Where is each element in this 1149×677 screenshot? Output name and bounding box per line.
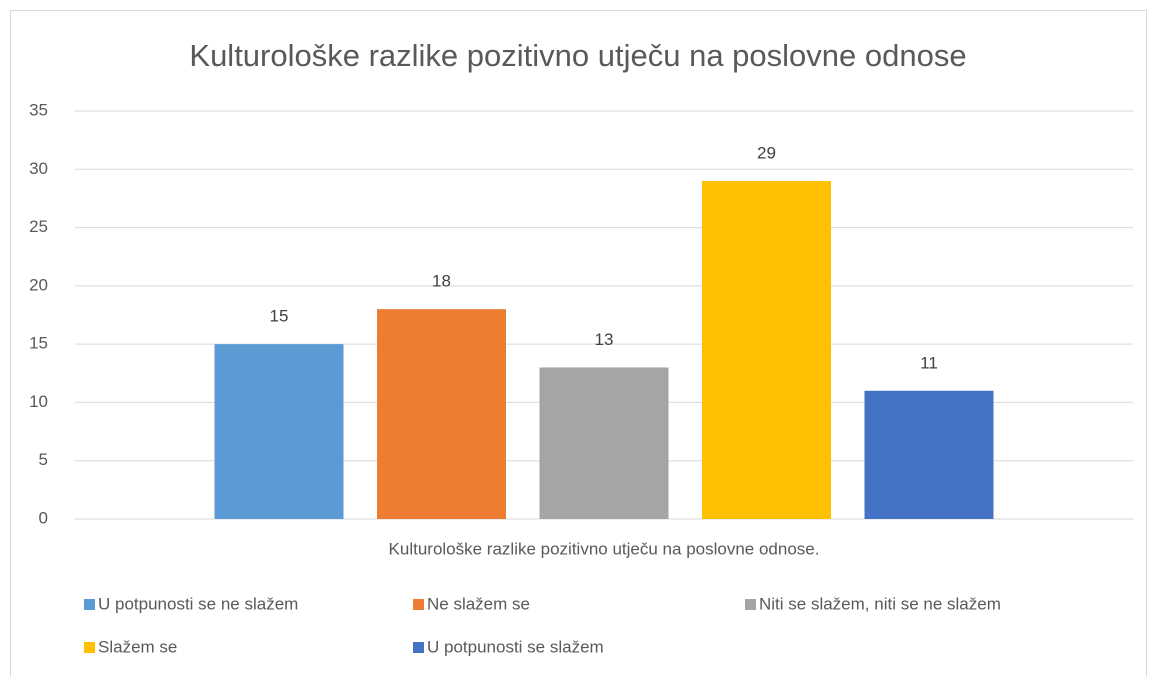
data-label: 18: [432, 272, 451, 291]
data-label: 29: [757, 143, 776, 162]
data-label: 13: [595, 330, 614, 349]
y-tick-label: 0: [39, 508, 48, 527]
legend-label: U potpunosti se ne slažem: [98, 594, 298, 613]
bar: [864, 390, 994, 519]
y-tick-label: 20: [29, 275, 48, 294]
legend-swatch: [413, 642, 424, 653]
legend-label: Slažem se: [98, 637, 177, 656]
y-tick-label: 25: [29, 217, 48, 236]
y-tick-label: 30: [29, 159, 48, 178]
bar: [539, 367, 669, 519]
data-label: 15: [270, 307, 289, 326]
y-tick-label: 35: [29, 100, 48, 119]
data-label: 11: [920, 353, 938, 372]
y-tick-label: 15: [29, 334, 48, 353]
legend-label: Ne slažem se: [427, 594, 530, 613]
bar: [702, 180, 831, 519]
legend-label: U potpunosti se slažem: [427, 637, 604, 656]
legend-swatch: [413, 599, 424, 610]
y-tick-label: 5: [39, 450, 48, 469]
bar: [214, 344, 344, 519]
legend-swatch: [84, 642, 95, 653]
x-tick-label: Kulturološke razlike pozitivno utječu na…: [389, 539, 820, 558]
y-tick-label: 10: [29, 392, 48, 411]
legend-label: Niti se slažem, niti se ne slažem: [759, 594, 1001, 613]
bar: [377, 309, 506, 519]
legend-swatch: [84, 599, 95, 610]
legend-swatch: [745, 599, 756, 610]
chart-title: Kulturološke razlike pozitivno utječu na…: [189, 38, 966, 73]
